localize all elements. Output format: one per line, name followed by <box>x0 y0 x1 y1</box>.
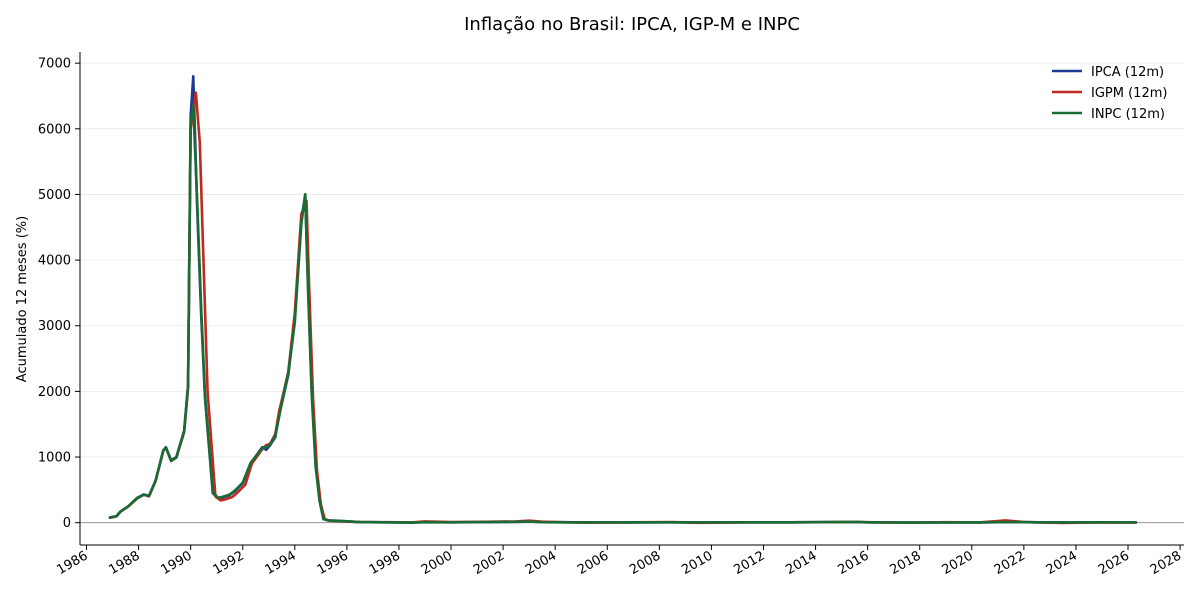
x-tick-label: 1992 <box>211 548 247 578</box>
grid-lines <box>80 62 1184 524</box>
x-tick-label: 2012 <box>731 548 767 578</box>
series-line <box>108 74 1138 524</box>
x-tick-label: 1990 <box>159 548 195 578</box>
x-tick-label: 1994 <box>263 548 299 578</box>
y-tick-label: 5000 <box>38 188 71 203</box>
chart-title: Inflação no Brasil: IPCA, IGP-M e INPC <box>464 14 800 35</box>
x-tick-label: 2002 <box>471 548 507 578</box>
legend-label: INPC (12m) <box>1091 107 1165 122</box>
x-tick-label: 2028 <box>1148 548 1184 578</box>
x-tick-label: 1996 <box>315 548 351 578</box>
x-tick-label: 2004 <box>523 548 559 578</box>
x-tick-label: 1988 <box>106 548 142 578</box>
x-tick-label: 1986 <box>54 548 90 578</box>
y-tick-label: 1000 <box>38 451 71 466</box>
x-tick-label: 2024 <box>1044 548 1080 578</box>
legend-label: IPCA (12m) <box>1091 65 1164 80</box>
y-tick-label: 3000 <box>38 319 71 334</box>
x-tick-label: 2008 <box>627 548 663 578</box>
x-tick-label: 2018 <box>888 548 924 578</box>
y-tick-label: 4000 <box>38 254 71 269</box>
x-tick-label: 2026 <box>1096 548 1132 578</box>
x-tick-label: 2016 <box>835 548 871 578</box>
y-tick-label: 6000 <box>38 122 71 137</box>
legend-label: IGPM (12m) <box>1091 86 1167 101</box>
x-tick-label: 2014 <box>783 548 819 578</box>
y-tick-label: 7000 <box>38 57 71 72</box>
axes: 0 1000 2000 3000 4000 5000 6000 7000 1986 1988 199… <box>38 52 1184 578</box>
x-tick-label: 2010 <box>679 548 715 578</box>
y-tick-label: 0 <box>63 516 71 531</box>
series-line <box>108 91 1138 525</box>
legend: IPCA (12m) IGPM (12m) INPC (12m) <box>1052 65 1167 122</box>
series-line <box>108 104 1138 524</box>
x-tick-label: 2020 <box>940 548 976 578</box>
series-lines <box>108 74 1138 525</box>
x-tick-label: 2022 <box>992 548 1028 578</box>
y-tick-label: 2000 <box>38 385 71 400</box>
x-tick-label: 2000 <box>419 548 455 578</box>
y-axis-title: Acumulado 12 meses (%) <box>15 216 30 382</box>
x-tick-label: 1998 <box>367 548 403 578</box>
x-tick-label: 2006 <box>575 548 611 578</box>
